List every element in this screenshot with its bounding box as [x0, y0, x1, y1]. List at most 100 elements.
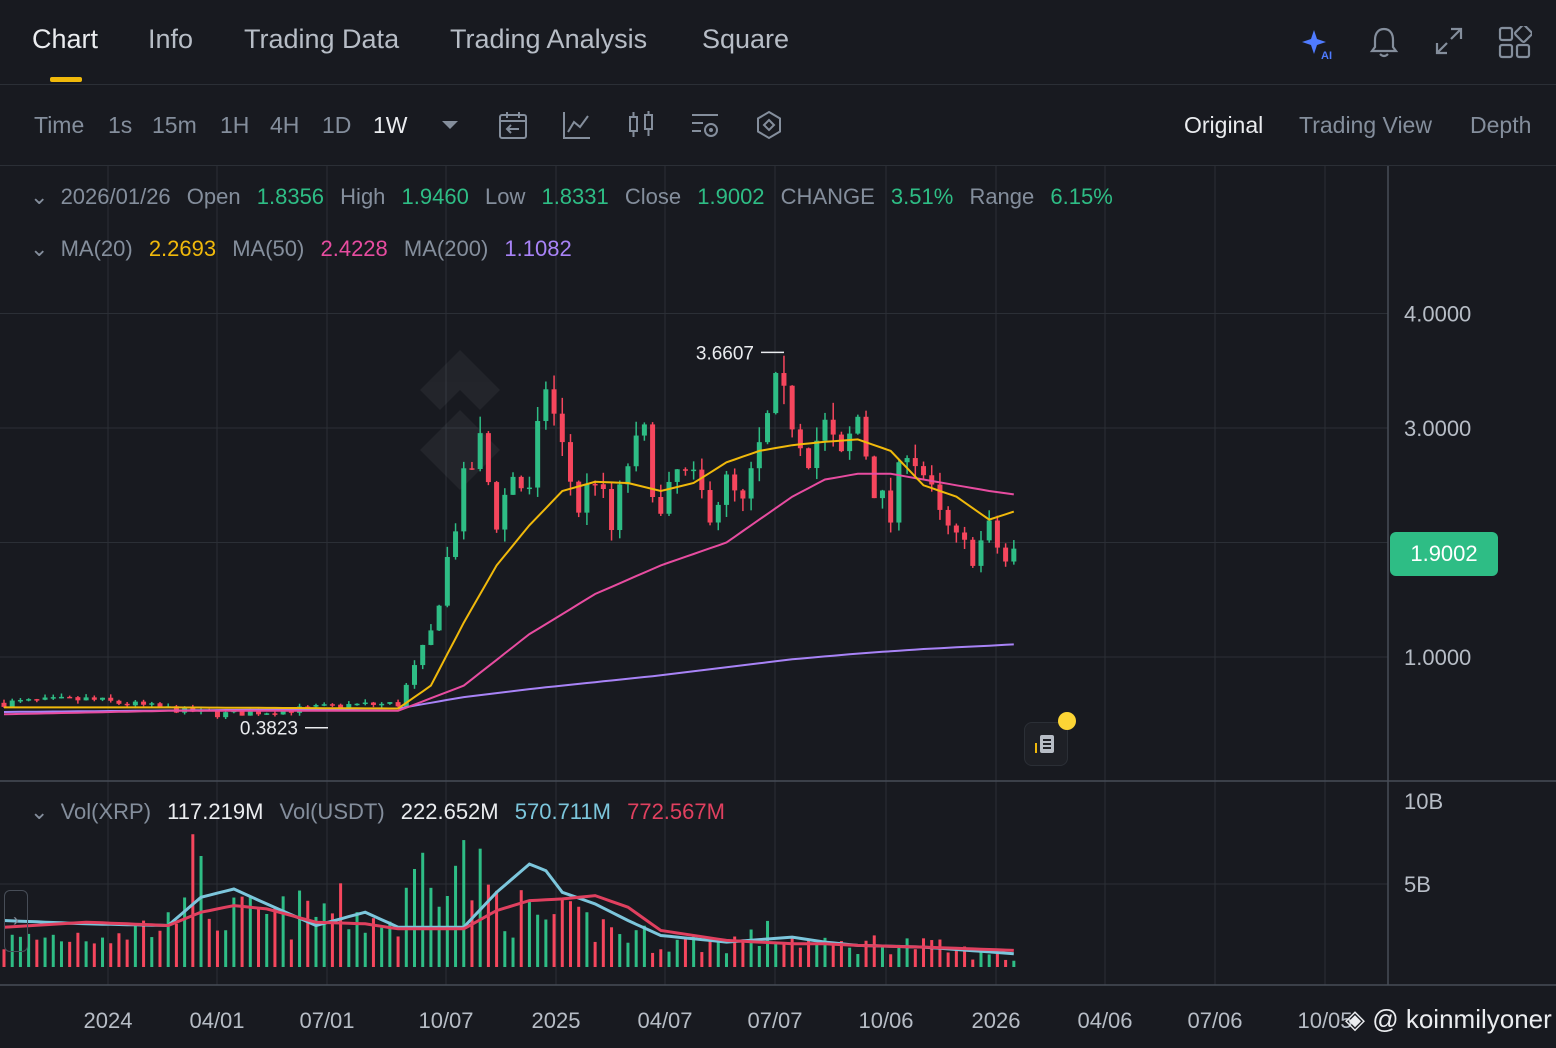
candle-body — [576, 481, 582, 513]
candlestick-icon[interactable] — [625, 109, 657, 141]
volume-bar — [2, 949, 6, 967]
volume-bar — [872, 935, 876, 967]
calendar-icon[interactable] — [497, 109, 529, 141]
candle-body — [502, 494, 508, 530]
candle-body — [453, 531, 459, 558]
tab-chart[interactable]: Chart — [32, 24, 99, 54]
time-tick-label: 07/07 — [747, 1008, 802, 1033]
candle-body — [132, 701, 138, 706]
candle-body — [781, 373, 787, 386]
volume-bar — [240, 896, 244, 967]
expand-sidebar-button[interactable]: › — [4, 890, 28, 952]
volume-bar — [388, 921, 392, 967]
volume-bar — [708, 940, 712, 967]
candle-body — [370, 702, 376, 705]
tab-info[interactable]: Info — [148, 24, 194, 54]
line-chart-icon[interactable] — [561, 109, 593, 141]
volume-bar — [749, 929, 753, 967]
ai-sparkle-icon[interactable]: AI — [1302, 26, 1338, 62]
volume-bar — [798, 947, 802, 967]
top-navigation: Chart Info Trading Data Trading Analysis… — [0, 0, 1556, 85]
price-tick-label: 1.0000 — [1404, 645, 1471, 670]
candle-body — [871, 456, 877, 499]
interval-4h[interactable]: 4H — [270, 112, 300, 138]
tab-trading-data[interactable]: Trading Data — [244, 24, 400, 54]
range-value: 6.15% — [1050, 184, 1113, 209]
vol-ma2-value: 772.567M — [627, 799, 725, 824]
time-tick-label: 04/06 — [1077, 1008, 1132, 1033]
volume-bar — [1004, 959, 1008, 967]
volume-bar — [306, 900, 310, 967]
chevron-down-icon[interactable]: ⌄ — [30, 799, 49, 824]
candle-body — [477, 433, 483, 470]
interval-1d[interactable]: 1D — [322, 112, 352, 138]
candle-body — [190, 706, 196, 712]
volume-bar — [905, 938, 909, 967]
candle-body — [617, 484, 623, 531]
volume-bar — [289, 939, 293, 967]
candle-body — [124, 703, 130, 706]
expand-icon[interactable] — [1434, 26, 1464, 56]
interval-1w[interactable]: 1W — [373, 112, 408, 138]
grid-icon[interactable] — [1498, 26, 1532, 60]
candle-body — [592, 483, 598, 486]
candle-body — [338, 704, 344, 709]
volume-bar — [831, 944, 835, 967]
volume-bar — [601, 919, 605, 967]
ma50-line — [3, 472, 1014, 716]
chevron-down-icon[interactable]: ⌄ — [30, 236, 49, 261]
interval-15m[interactable]: 15m — [152, 112, 197, 138]
volume-bar — [101, 937, 105, 967]
interval-1h[interactable]: 1H — [220, 112, 250, 138]
volume-bar — [560, 899, 564, 967]
volume-bar — [248, 897, 252, 967]
volume-bar — [371, 918, 375, 967]
view-original[interactable]: Original — [1184, 112, 1264, 138]
ma-legend: ⌄ MA(20) 2.2693 MA(50) 2.4228 MA(200) 1.… — [30, 236, 582, 262]
volume-bar — [593, 941, 597, 967]
candle-body — [707, 490, 713, 523]
candle-body — [264, 713, 270, 715]
candle-body — [633, 435, 639, 467]
volume-bar — [215, 930, 219, 967]
view-trading-view[interactable]: Trading View — [1299, 112, 1432, 138]
candle-body — [9, 700, 15, 707]
candle-body — [789, 385, 795, 430]
candle-body — [247, 711, 253, 716]
interval-dropdown-icon[interactable] — [434, 109, 466, 141]
news-button[interactable] — [1024, 722, 1068, 766]
tab-trading-analysis[interactable]: Trading Analysis — [450, 24, 648, 54]
candle-body — [896, 462, 902, 523]
volume-bar — [577, 906, 581, 967]
hexagon-tool-icon[interactable] — [753, 109, 785, 141]
low-annotation-label: 0.3823 — [240, 719, 298, 740]
bell-icon[interactable] — [1368, 26, 1400, 60]
volume-bar — [76, 932, 80, 967]
volume-bar — [946, 952, 950, 967]
volume-bar — [922, 938, 926, 967]
volume-bar — [987, 954, 991, 967]
volume-bar — [224, 930, 228, 967]
candle-body — [157, 703, 163, 707]
volume-bar — [150, 937, 154, 967]
volume-bar — [273, 906, 277, 967]
ma20-line — [4, 438, 1015, 710]
candle-body — [879, 490, 885, 499]
chevron-down-icon[interactable]: ⌄ — [30, 184, 49, 209]
candle-body — [953, 525, 959, 533]
indicator-settings-icon[interactable] — [689, 109, 721, 141]
tab-square[interactable]: Square — [702, 24, 790, 54]
volume-bar — [913, 949, 917, 967]
candle-body — [806, 448, 812, 469]
candle-body — [214, 711, 220, 718]
interval-1s[interactable]: 1s — [108, 112, 133, 138]
volume-bar — [257, 908, 261, 967]
candle-body — [1003, 547, 1009, 562]
candle-body — [945, 509, 951, 526]
candle-body — [641, 424, 647, 436]
volume-bar — [954, 947, 958, 967]
volume-ma2-line — [3, 894, 1014, 952]
view-depth[interactable]: Depth — [1470, 112, 1532, 138]
candle-body — [387, 702, 393, 704]
